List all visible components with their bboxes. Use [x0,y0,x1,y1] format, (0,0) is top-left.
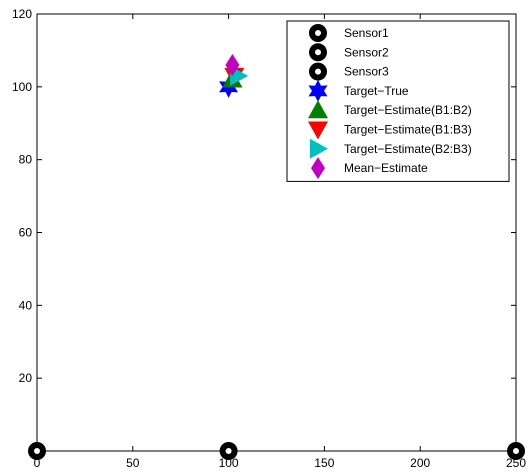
x-tick-label: 0 [34,456,41,470]
legend: Sensor1 Sensor2 Sensor3 Target−True Target−E… [286,20,510,182]
y-tick-label: 80 [19,153,33,167]
legend-label: Mean−Estimate [344,161,428,175]
y-tick-label: 40 [19,298,33,312]
x-tick-label: 100 [219,456,239,470]
marker-sensor3 [507,442,525,460]
axis-ticks: 0 50 100 150 200 250 20 40 60 80 100 120 [12,7,526,470]
legend-marker-sensor1 [309,24,327,42]
x-tick-label: 250 [506,456,526,470]
legend-marker-target-estimate-b2-b3 [310,138,328,159]
legend-label: Sensor2 [344,45,389,59]
legend-marker-sensor2 [309,43,327,62]
data-markers [28,53,525,460]
legend-label: Target−Estimate(B2:B3) [344,142,472,156]
marker-mean-estimate [225,53,240,76]
y-tick-label: 120 [12,7,32,21]
x-tick-label: 50 [126,456,140,470]
x-tick-label: 150 [314,456,334,470]
legend-label: Target−Estimate(B1:B3) [344,123,472,137]
marker-sensor2 [219,442,238,460]
legend-marker-target-estimate-b1-b3 [308,121,328,140]
legend-marker-mean-estimate [311,157,325,180]
legend-label: Sensor1 [344,26,389,40]
x-tick-label: 200 [410,456,430,470]
marker-sensor1 [28,442,46,460]
legend-label: Target−True [344,84,409,98]
legend-marker-target-estimate-b1-b2 [308,100,328,119]
y-tick-label: 60 [19,226,33,240]
legend-label: Target−Estimate(B1:B2) [344,103,472,117]
legend-marker-target-true [308,79,328,102]
y-tick-label: 20 [19,371,33,385]
legend-label: Sensor3 [344,65,389,79]
legend-marker-sensor3 [309,62,327,81]
y-tick-label: 100 [12,80,32,94]
